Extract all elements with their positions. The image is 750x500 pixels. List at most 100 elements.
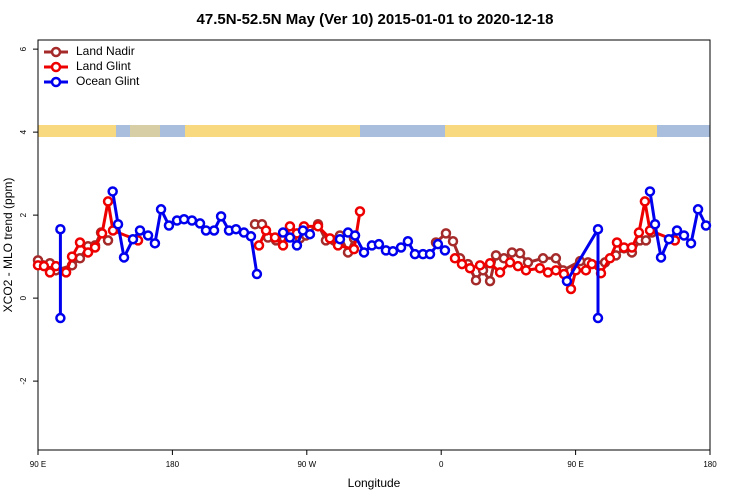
y-axis-label: XCO2 - MLO trend (ppm)	[1, 178, 15, 313]
point	[565, 283, 577, 295]
point	[354, 206, 366, 217]
point	[604, 253, 616, 264]
point	[127, 233, 139, 245]
point	[640, 235, 652, 246]
x-tick-label: 0	[439, 460, 444, 469]
point	[449, 253, 461, 264]
point	[395, 242, 407, 253]
point	[251, 268, 263, 280]
point	[50, 260, 62, 272]
point	[134, 225, 146, 236]
point	[60, 267, 72, 278]
point	[387, 245, 399, 257]
point	[456, 258, 468, 270]
point	[484, 275, 496, 287]
point	[215, 211, 227, 222]
point	[506, 247, 518, 258]
point	[324, 233, 336, 244]
legend-marker	[50, 46, 62, 58]
point	[424, 248, 436, 260]
point	[260, 225, 272, 236]
point	[494, 267, 506, 278]
point	[208, 225, 220, 236]
point	[277, 240, 289, 251]
point	[470, 275, 482, 286]
point	[348, 243, 360, 255]
point	[440, 228, 452, 239]
point	[245, 231, 257, 242]
point	[474, 260, 486, 271]
point	[102, 196, 114, 207]
point	[692, 204, 704, 215]
point	[284, 221, 296, 232]
point	[626, 242, 638, 253]
point	[163, 220, 175, 231]
x-tick-label: 90 W	[297, 460, 316, 469]
point	[186, 215, 198, 226]
y-tick-label: -2	[19, 377, 28, 385]
point	[118, 252, 130, 263]
point	[537, 253, 549, 264]
point	[253, 240, 265, 251]
point	[639, 196, 651, 207]
y-tick-label: 6	[19, 46, 28, 51]
point	[644, 186, 656, 197]
x-axis-label: Longitude	[348, 476, 401, 490]
x-tick-label: 90 E	[30, 460, 46, 469]
point	[592, 312, 604, 324]
point	[504, 257, 516, 268]
point	[291, 240, 303, 251]
x-tick-label: 180	[166, 460, 180, 469]
point	[304, 228, 316, 240]
point	[112, 219, 124, 230]
legend-label: Ocean Glint	[76, 74, 140, 88]
point	[74, 237, 86, 248]
point	[96, 228, 108, 239]
legend-label: Land Glint	[76, 59, 131, 73]
point	[409, 248, 421, 260]
point	[200, 225, 212, 236]
point	[358, 247, 370, 258]
point	[580, 265, 592, 276]
point	[149, 238, 161, 249]
legend-marker	[50, 76, 62, 88]
point	[155, 204, 167, 215]
point	[671, 225, 683, 236]
point	[663, 233, 675, 245]
point	[649, 219, 661, 230]
point	[447, 236, 459, 247]
point	[439, 245, 451, 256]
point	[678, 230, 690, 241]
point	[38, 260, 50, 272]
point	[520, 265, 532, 276]
y-tick-label: 4	[19, 129, 28, 134]
point	[312, 221, 324, 232]
point	[142, 230, 154, 241]
point	[633, 227, 645, 238]
point	[107, 186, 118, 197]
point	[102, 235, 114, 246]
point	[685, 238, 697, 249]
point	[586, 258, 598, 270]
point	[178, 214, 190, 225]
y-tick-label: 2	[19, 212, 28, 217]
point	[334, 233, 346, 245]
point	[611, 237, 623, 248]
point	[269, 232, 281, 243]
point	[432, 238, 444, 250]
point	[550, 253, 562, 264]
point	[592, 223, 604, 235]
land-ocean-strip	[38, 125, 710, 137]
point	[402, 236, 414, 247]
point	[484, 258, 496, 269]
chart-title: 47.5N-52.5N May (Ver 10) 2015-01-01 to 2…	[197, 11, 554, 28]
point	[194, 218, 206, 229]
point	[561, 275, 573, 287]
y-tick-label: 0	[19, 295, 28, 300]
point	[373, 238, 385, 250]
point	[700, 220, 712, 231]
point	[514, 248, 526, 259]
point	[55, 223, 66, 235]
point	[550, 265, 562, 276]
plot-frame	[37, 39, 711, 451]
